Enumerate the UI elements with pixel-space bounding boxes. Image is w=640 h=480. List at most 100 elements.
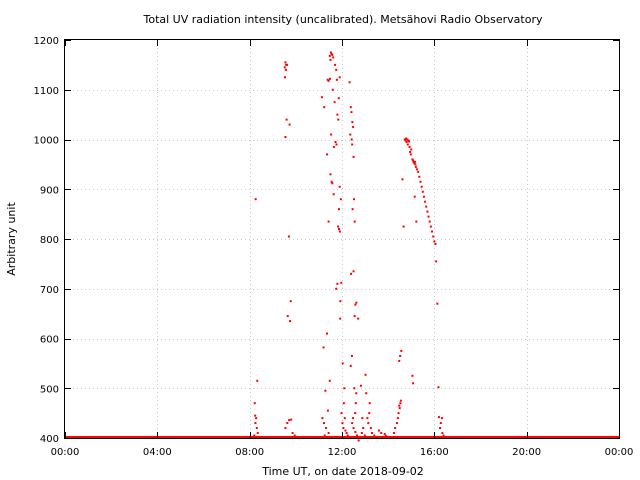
data-point <box>328 54 331 57</box>
data-point <box>399 399 402 402</box>
data-point <box>329 58 332 61</box>
data-point <box>293 434 296 437</box>
data-point <box>283 66 286 69</box>
data-point <box>359 384 362 387</box>
data-point <box>338 185 341 188</box>
data-point <box>324 389 327 392</box>
data-point <box>402 225 405 228</box>
data-point <box>330 133 333 136</box>
data-point <box>420 185 423 188</box>
data-point <box>331 436 334 439</box>
data-point <box>349 364 352 367</box>
data-point <box>355 392 358 395</box>
data-point <box>327 79 330 82</box>
y-axis-label: Arbitrary unit <box>5 202 18 276</box>
data-point <box>254 414 257 417</box>
data-point <box>329 51 332 54</box>
data-point <box>345 432 348 435</box>
grid-lines <box>65 40 619 438</box>
data-point <box>320 96 323 99</box>
data-point <box>413 160 416 163</box>
data-point <box>377 429 380 432</box>
x-tick-label: 04:00 <box>143 447 172 458</box>
data-point <box>348 81 351 84</box>
data-point <box>369 427 372 430</box>
data-point <box>410 148 413 151</box>
data-point <box>394 427 397 430</box>
data-point <box>414 165 417 168</box>
data-point <box>412 382 415 385</box>
data-point <box>349 106 352 109</box>
x-axis: 00:00 04:00 08:00 12:00 16:00 20:00 00:00 <box>51 40 633 458</box>
data-point <box>433 240 436 243</box>
data-point <box>396 417 399 420</box>
data-point <box>421 190 424 193</box>
data-point <box>384 435 387 438</box>
data-point <box>418 175 421 178</box>
data-point <box>412 159 415 162</box>
data-point <box>253 402 256 405</box>
data-point <box>284 136 287 139</box>
data-point <box>426 210 429 213</box>
data-point <box>406 143 409 146</box>
data-point <box>422 195 425 198</box>
data-point <box>361 417 364 420</box>
y-tick-label: 400 <box>40 434 59 445</box>
y-tick-label: 500 <box>40 384 59 395</box>
data-point <box>287 235 290 238</box>
x-axis-label: Time UT, on date 2018-09-02 <box>261 465 424 478</box>
chart-title: Total UV radiation intensity (uncalibrat… <box>143 13 543 26</box>
data-point <box>325 427 328 430</box>
x-tick-label: 16:00 <box>420 447 449 458</box>
data-point <box>325 332 328 335</box>
data-point <box>343 417 346 420</box>
data-point <box>406 138 409 141</box>
data-point <box>289 300 292 303</box>
data-point <box>337 97 340 100</box>
data-point <box>339 198 342 201</box>
data-point <box>435 260 438 263</box>
data-point <box>332 193 335 196</box>
data-point <box>351 208 354 211</box>
data-point <box>350 138 353 141</box>
data-point <box>327 432 330 435</box>
data-point <box>363 434 366 437</box>
data-point <box>337 225 340 228</box>
y-tick-label: 800 <box>40 235 59 246</box>
data-point <box>254 198 257 201</box>
data-point <box>367 422 370 425</box>
data-point <box>380 432 383 435</box>
data-point <box>437 386 440 389</box>
data-point <box>352 417 355 420</box>
data-point <box>323 434 326 437</box>
data-point <box>288 123 291 126</box>
data-point <box>357 439 360 442</box>
data-point <box>399 354 402 357</box>
data-point <box>330 52 333 55</box>
data-point <box>327 220 330 223</box>
data-point <box>351 121 354 124</box>
data-point <box>439 422 442 425</box>
data-point <box>283 76 286 79</box>
y-tick-label: 1100 <box>34 86 59 97</box>
data-point <box>339 317 342 320</box>
data-point <box>337 228 340 231</box>
data-point <box>395 422 398 425</box>
data-point <box>405 137 408 140</box>
x-tick-label: 08:00 <box>235 447 264 458</box>
y-tick-label: 600 <box>40 335 59 346</box>
data-point <box>349 133 352 136</box>
data-point <box>427 215 430 218</box>
data-point <box>414 163 417 166</box>
data-point <box>425 205 428 208</box>
data-point <box>290 418 293 421</box>
data-point <box>411 374 414 377</box>
data-point <box>335 287 338 290</box>
data-point <box>256 432 259 435</box>
data-point <box>351 422 354 425</box>
data-point <box>397 412 400 415</box>
data-point <box>360 432 363 435</box>
data-point <box>284 427 287 430</box>
data-point <box>335 143 338 146</box>
